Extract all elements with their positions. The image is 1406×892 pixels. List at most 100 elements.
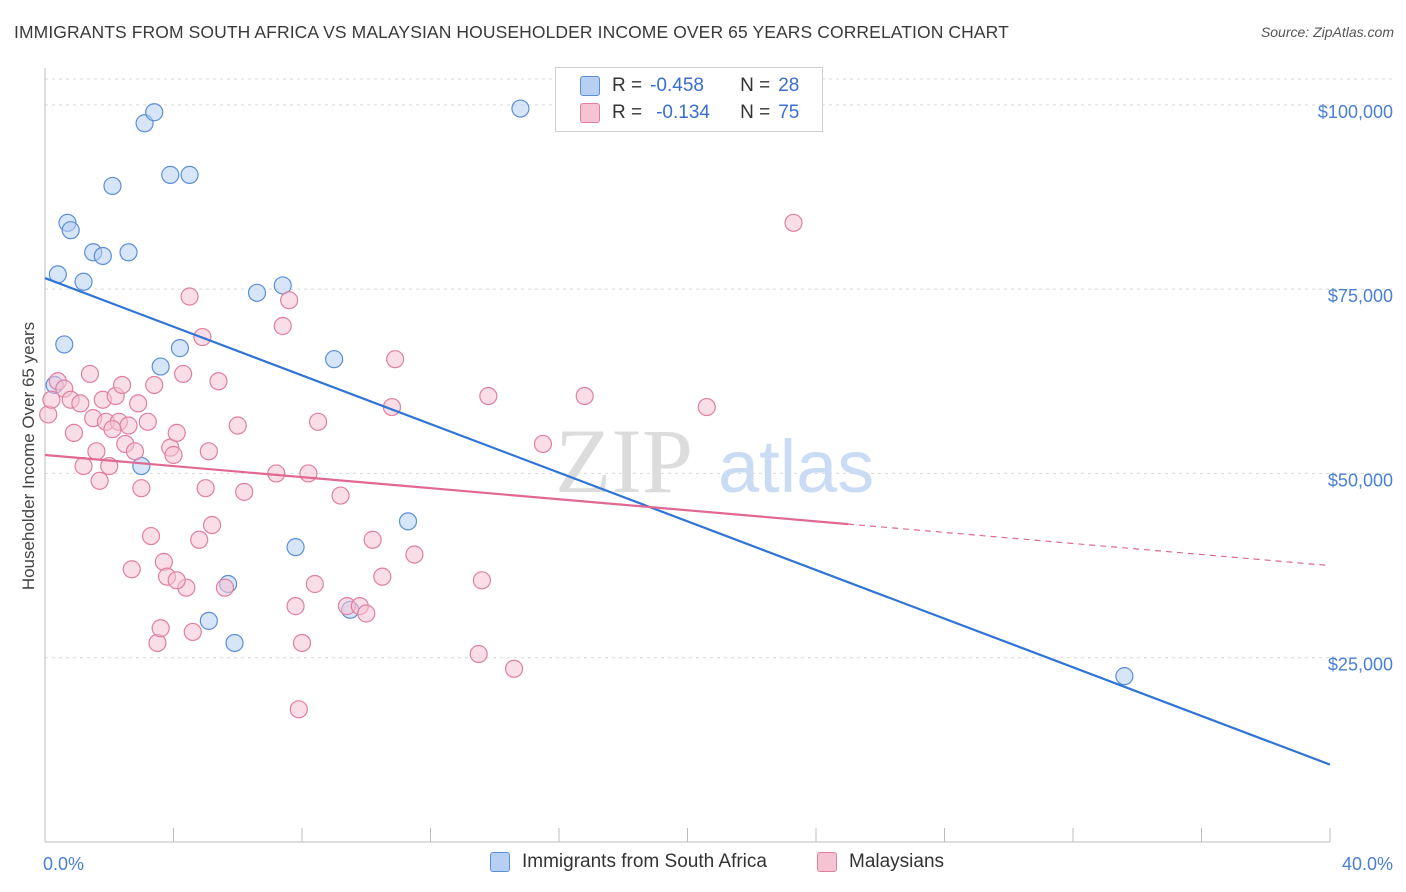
legend-item-malaysians: Malaysians: [817, 851, 944, 873]
blue-swatch: [490, 852, 510, 872]
malaysian-point: [122, 560, 141, 579]
malaysian-point: [405, 545, 424, 564]
malaysian-point: [164, 445, 183, 465]
malaysian-point: [132, 479, 151, 498]
malaysian-point: [575, 386, 594, 406]
malaysian-point: [141, 526, 161, 546]
south-africa-point: [511, 99, 530, 118]
malaysian-point: [235, 482, 254, 501]
stats-legend: R = -0.458 N = 28 R = -0.134 N = 75: [555, 67, 823, 132]
malaysian-point: [174, 364, 193, 384]
malaysian-point: [42, 390, 61, 409]
malaysian-point: [373, 567, 392, 586]
malaysian-point: [363, 530, 382, 549]
south-africa-point: [74, 272, 93, 291]
malaysian-point: [167, 571, 186, 590]
legend-label-malaysians: Malaysians: [849, 851, 945, 872]
malaysian-point: [90, 471, 109, 490]
malaysian-point: [180, 287, 199, 306]
south-africa-point: [199, 611, 218, 630]
malaysian-point: [151, 619, 170, 638]
malaysian-point: [74, 456, 93, 476]
malaysian-point: [469, 644, 488, 664]
stats-legend-row-pink: R = -0.134 N = 75: [580, 100, 799, 126]
n-label: N =: [740, 102, 771, 123]
south-africa-point: [170, 339, 190, 358]
south-africa-point: [161, 165, 180, 184]
r-label: R =: [612, 102, 643, 123]
malaysian-point: [308, 412, 328, 431]
south-africa-point: [151, 357, 170, 376]
pink-swatch: [580, 103, 600, 123]
malaysian-point: [331, 486, 350, 505]
malaysian-trend-extension: [848, 523, 1331, 567]
malaysian-point: [305, 574, 324, 594]
malaysian-point: [357, 604, 376, 623]
south-africa-point: [247, 283, 267, 302]
n-value: 28: [778, 75, 800, 96]
malaysian-point: [167, 423, 186, 442]
y-tick-label: $75,000: [1328, 286, 1393, 306]
r-label: R =: [612, 75, 643, 96]
trend-layer: [44, 277, 1331, 766]
y-tick-label: $100,000: [1318, 102, 1393, 122]
watermark: ZIP atlas: [555, 410, 874, 512]
malaysian-point: [154, 552, 173, 571]
malaysian-point: [286, 597, 305, 616]
legend-item-south-africa: Immigrants from South Africa: [490, 851, 767, 873]
malaysian-point: [215, 578, 234, 597]
y-axis-label: Householder Income Over 65 years: [19, 322, 38, 590]
south-africa-point: [398, 512, 418, 531]
malaysian-point: [504, 659, 524, 678]
malaysian-point: [292, 633, 312, 653]
malaysian-point: [202, 515, 222, 535]
r-value: -0.458: [650, 75, 704, 96]
malaysian-point: [697, 397, 716, 417]
y-tick-label: $50,000: [1328, 470, 1393, 490]
south-africa-point: [1115, 667, 1134, 686]
malaysian-trend-line: [44, 453, 849, 526]
blue-swatch: [580, 76, 600, 96]
n-value: 75: [778, 102, 800, 123]
malaysian-point: [299, 464, 318, 483]
south-africa-point: [325, 350, 344, 369]
malaysian-point: [199, 442, 218, 461]
malaysian-point: [71, 394, 90, 413]
malaysian-point: [119, 416, 138, 435]
chart-title: IMMIGRANTS FROM SOUTH AFRICA VS MALAYSIA…: [14, 22, 1009, 42]
malaysian-point: [784, 213, 803, 232]
south-africa-point: [180, 165, 199, 184]
malaysian-point: [196, 479, 215, 498]
malaysian-point: [289, 700, 308, 719]
malaysian-point: [472, 571, 491, 590]
malaysian-point: [112, 375, 132, 395]
malaysian-point: [103, 420, 122, 439]
x-tick-label-max: 40.0%: [1342, 854, 1393, 874]
malaysian-point: [479, 386, 498, 406]
watermark-atlas: atlas: [718, 425, 874, 508]
axis-layer: $25,000 $50,000 $75,000 $100,000: [44, 68, 1393, 843]
malaysian-point: [228, 416, 247, 435]
malaysian-point: [273, 316, 292, 336]
malaysian-point: [125, 442, 145, 461]
malaysian-point: [148, 633, 167, 653]
n-label: N =: [740, 75, 771, 96]
south-africa-point: [55, 335, 74, 354]
series-legend: Immigrants from South Africa Malaysians: [0, 851, 1406, 879]
grid-layer: [45, 78, 1393, 659]
south-africa-point: [145, 103, 164, 122]
south-africa-trend-line: [44, 277, 1331, 766]
r-value: -0.134: [656, 102, 710, 123]
y-tick-label: $25,000: [1328, 655, 1393, 675]
malaysian-point: [386, 350, 405, 369]
stats-legend-row-blue: R = -0.458 N = 28: [580, 73, 799, 99]
south-africa-point: [286, 538, 305, 557]
south-africa-point: [119, 243, 138, 262]
malaysian-point: [138, 412, 157, 431]
legend-label-south-africa: Immigrants from South Africa: [522, 851, 767, 872]
malaysian-point: [87, 442, 106, 461]
south-africa-point: [103, 176, 122, 196]
malaysian-point: [129, 394, 148, 413]
south-africa-point: [61, 221, 80, 240]
